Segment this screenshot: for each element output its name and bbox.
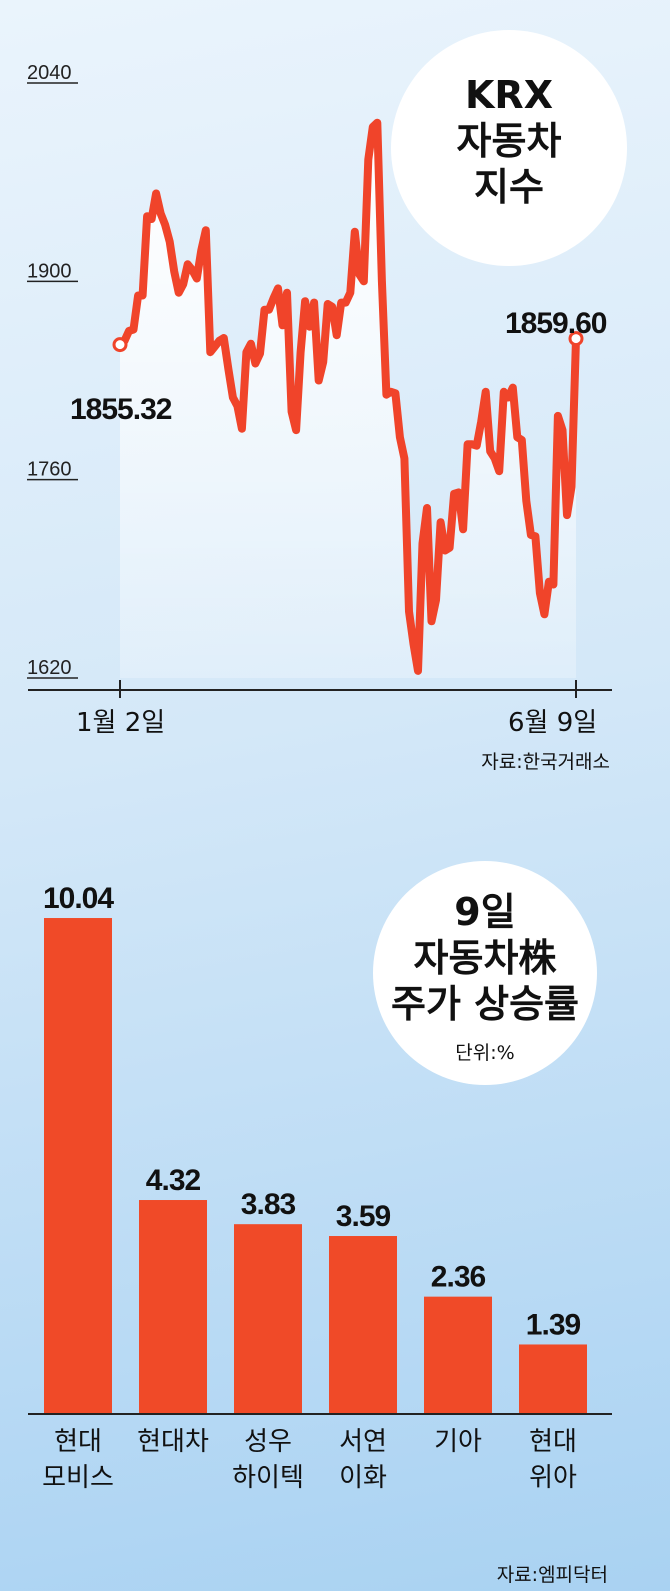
start-value-label: 1855.32 [70,393,172,426]
bar-category-label: 서연 이화 [339,1427,387,1493]
title-bubble [391,30,627,266]
start-point [112,337,128,353]
bar-category-label: 기아 [434,1427,482,1457]
bar [329,1236,397,1413]
y-tick-label: 2040 [27,62,72,84]
unit-label: 단위:% [455,1042,514,1064]
y-tick-label: 1760 [27,459,72,481]
bars: 10.04 현대 모비스 4.32 현대차 3.83 성우 하이텍 3.59 서연 이화 2.36 기아… [42,882,587,1493]
series-line [116,118,580,675]
bar-value-label: 3.83 [241,1188,296,1221]
y-axis-ticks: 2040 1900 1760 1620 [27,62,78,679]
bar-category-label: 현대 모비스 [42,1427,114,1493]
bar [424,1296,492,1413]
bar-value-label: 2.36 [431,1261,486,1294]
bar-value-label: 3.59 [336,1200,391,1233]
bar-category-label: 성우 하이텍 [232,1427,304,1493]
bar-value-label: 1.39 [526,1308,581,1341]
bar-category-label: 현대차 [137,1427,209,1457]
y-tick-label: 1900 [27,260,72,282]
bar-source-label: 자료:엠피닥터 [497,1564,608,1586]
x-label-start: 1월 2일 [76,708,165,738]
krx-auto-index-chart: 2040 1900 1760 1620 1855.32 1859.60 1월 2일 6… [27,30,627,773]
bar-value-label: 10.04 [43,882,114,915]
bar [519,1344,587,1413]
end-point [568,331,584,347]
bar [234,1224,302,1413]
auto-stock-gain-chart: 9일 자동차株 주가 상승률 단위:% 10.04 현대 모비스 4.32 현대차 3.83 성… [28,861,612,1586]
title-bubble [373,861,597,1085]
bar-value-label: 4.32 [146,1164,201,1197]
end-value-label: 1859.60 [505,307,607,340]
bar-chart-title: 9일 자동차株 주가 상승률 [391,890,579,1026]
x-label-end: 6월 9일 [508,708,597,738]
bar-category-label: 현대 위아 [529,1427,577,1493]
area-fill [120,122,576,678]
line-source-label: 자료:한국거래소 [481,751,610,773]
line-chart-title: KRX 자동차 지수 [457,73,562,209]
bar [44,918,112,1413]
y-tick-label: 1620 [27,657,72,679]
bar [139,1200,207,1413]
